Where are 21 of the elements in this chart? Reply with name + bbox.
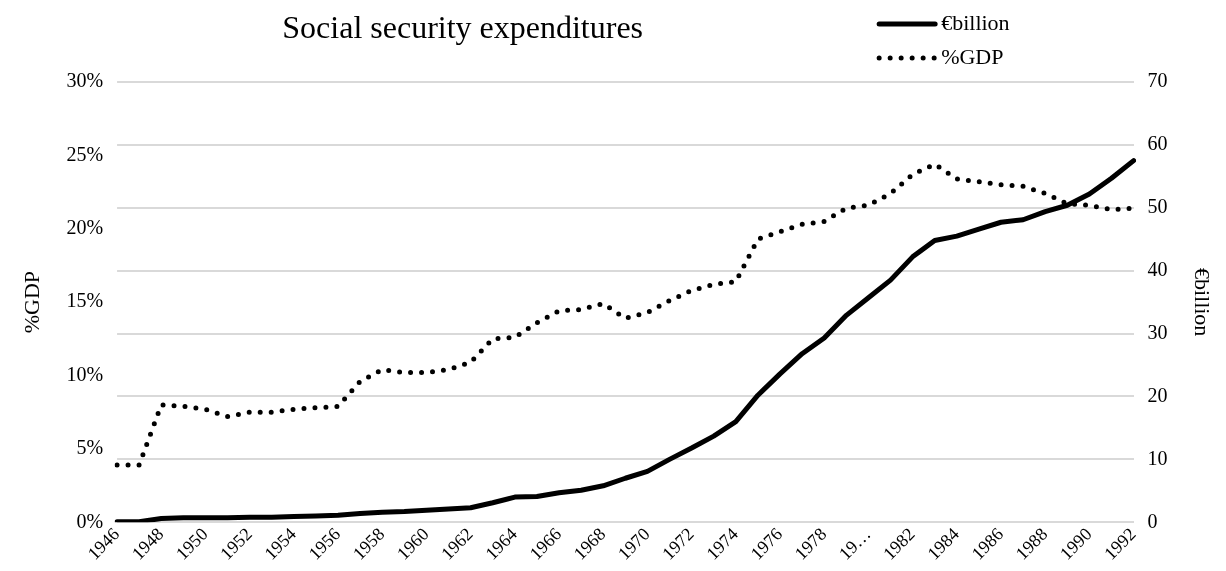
y-tick-label: 30% — [66, 69, 104, 92]
y2-tick-label: 30 — [1147, 320, 1168, 343]
y-tick-label: 10% — [66, 362, 104, 385]
legend-label: %GDP — [941, 43, 1004, 69]
y-axis-title: %GDP — [18, 270, 44, 334]
y-tick-label: 0% — [76, 509, 104, 532]
y2-tick-label: 20 — [1147, 383, 1168, 406]
y2-tick-label: 0 — [1147, 509, 1158, 532]
y-tick-label: 15% — [66, 289, 104, 312]
y2-tick-label: 10 — [1147, 446, 1168, 469]
x-tick-label: 19… — [834, 523, 875, 564]
y2-axis-title: €billion — [1190, 267, 1216, 337]
y-tick-label: 25% — [66, 142, 104, 165]
y2-tick-label: 50 — [1147, 195, 1168, 218]
legend-label: €billion — [941, 9, 1010, 35]
y-tick-label: 20% — [66, 216, 104, 239]
y2-tick-label: 70 — [1147, 69, 1168, 92]
chart-title: Social security expenditures — [282, 9, 644, 46]
y-tick-label: 5% — [76, 436, 104, 459]
y2-tick-label: 60 — [1147, 132, 1168, 155]
y2-tick-label: 40 — [1147, 257, 1168, 280]
